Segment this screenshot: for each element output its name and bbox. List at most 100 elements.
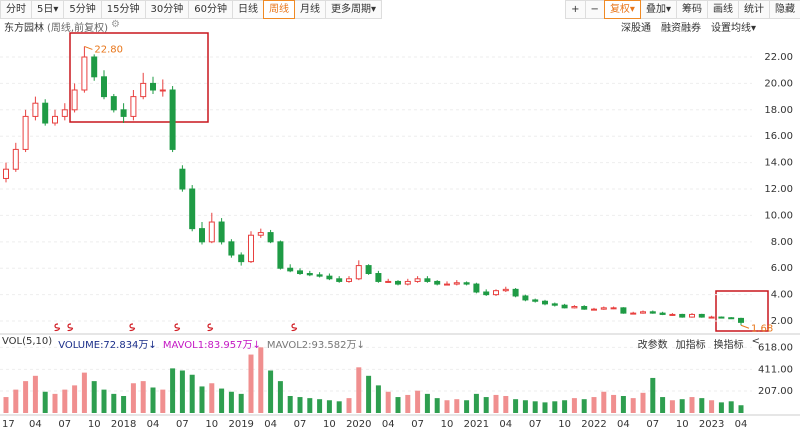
candle-body <box>287 267 294 272</box>
period-tab[interactable]: 5分钟 <box>63 0 102 19</box>
volume-bar <box>52 393 58 413</box>
settings-icon[interactable]: ⚙ <box>110 19 120 30</box>
volume-bar <box>228 391 234 413</box>
stock-name: 东方园林 <box>4 23 44 34</box>
stock-links: 深股通 融资融券 设置均线▾ <box>611 19 756 34</box>
volume-bar <box>199 386 205 413</box>
y-tick-label: 411.00 <box>758 364 793 375</box>
stock-link[interactable]: 深股通 <box>620 23 651 34</box>
stock-link[interactable]: 设置均线▾ <box>710 23 756 34</box>
candle-body <box>679 313 686 318</box>
x-tick-label: 07 <box>294 419 307 430</box>
candle-body <box>150 82 156 91</box>
x-tick-label: 2021 <box>464 419 489 430</box>
tool-button[interactable]: 画线 <box>707 0 739 19</box>
candle-body <box>385 280 392 283</box>
volume-bar <box>268 370 274 413</box>
stock-link[interactable]: 融资融券 <box>660 23 701 34</box>
candle-body <box>718 316 725 319</box>
volume-bar <box>444 400 450 413</box>
period-tab[interactable]: 更多周期▾ <box>324 0 382 19</box>
x-tick-label: 2022 <box>581 419 606 430</box>
candle-body <box>581 306 588 310</box>
x-tick-label: 10 <box>323 419 336 430</box>
y-tick-label: 6.00 <box>771 263 793 274</box>
indicator-button[interactable]: 改参数 <box>637 340 668 351</box>
x-tick-label: 04 <box>735 419 748 430</box>
volume-bar <box>307 398 313 413</box>
volume-bar <box>493 394 499 413</box>
annotation: 1.68 <box>751 323 773 334</box>
volume-bar <box>375 385 381 413</box>
candle-body <box>120 109 127 117</box>
period-tab[interactable]: 30分钟 <box>144 0 190 19</box>
candle-body <box>542 300 548 305</box>
volume-bar <box>170 368 176 413</box>
volume-bar <box>140 381 146 413</box>
volume-bar <box>699 398 705 413</box>
candle-body <box>512 288 519 297</box>
candle-body <box>502 288 509 292</box>
volume-bar <box>3 397 9 413</box>
period-tab[interactable]: 周线 <box>262 0 295 19</box>
volume-bar <box>179 370 185 413</box>
candle-body <box>453 282 460 285</box>
x-tick-label: 10 <box>558 419 571 430</box>
volume-bar <box>454 399 460 413</box>
indicator-legend: VOL(5,10) VOLUME:72.834万↓ MAVOL1:83.957万↓ M… <box>2 336 371 351</box>
x-tick-label: 07 <box>646 419 659 430</box>
volume-bar <box>121 396 127 413</box>
candle-body <box>610 307 617 310</box>
volume-bar <box>464 400 470 413</box>
y-tick-label: 2.00 <box>771 316 793 327</box>
volume-bar <box>326 400 332 413</box>
tool-button[interactable]: 筹码 <box>676 0 708 19</box>
tool-button[interactable]: − <box>584 0 605 19</box>
candle-body <box>326 275 333 280</box>
period-tab[interactable]: 60分钟 <box>188 0 233 19</box>
legend-item: MAVOL2:93.582万↓ <box>266 340 365 351</box>
volume-bar <box>189 374 195 413</box>
indicator-button[interactable]: 加指标 <box>675 340 706 351</box>
tool-button[interactable]: 统计 <box>738 0 770 19</box>
period-tab[interactable]: 分时 <box>0 0 32 19</box>
indicator-button[interactable]: < <box>751 336 760 347</box>
volume-bar <box>356 367 362 413</box>
volume-bar <box>317 399 323 413</box>
y-tick-label: 14.00 <box>764 158 793 169</box>
tool-button[interactable]: + <box>565 0 586 19</box>
candle-body <box>738 317 744 323</box>
candle-body <box>257 232 264 236</box>
x-tick-label: 10 <box>441 419 454 430</box>
candle-body <box>159 89 166 92</box>
candle-body <box>473 283 480 293</box>
legend-item: MAVOL1:83.957万↓ <box>162 340 261 351</box>
candle-body <box>199 228 205 243</box>
tool-button[interactable]: 复权▾ <box>603 0 641 19</box>
period-tab[interactable]: 日线 <box>231 0 264 19</box>
candle-body <box>110 96 117 111</box>
x-tick-label: 04 <box>617 419 630 430</box>
volume-bar <box>522 400 528 413</box>
volume-bar <box>415 390 421 413</box>
tool-button[interactable]: 隐藏 <box>769 0 800 19</box>
x-tick-label: 04 <box>29 419 42 430</box>
period-tab[interactable]: 月线 <box>293 0 326 19</box>
stock-header: 东方园林 (周线,前复权) ⚙ <box>4 19 120 34</box>
candle-body <box>189 188 196 230</box>
period-tab[interactable]: 5日▾ <box>31 0 65 19</box>
volume-bar <box>650 377 656 413</box>
tool-button[interactable]: 叠加▾ <box>639 0 677 19</box>
indicator-button[interactable]: 换指标 <box>713 340 744 351</box>
volume-bar <box>23 381 29 413</box>
volume-bar <box>238 393 244 413</box>
y-tick-label: 4.00 <box>771 290 793 301</box>
volume-bar <box>571 398 577 413</box>
volume-bar <box>473 393 479 413</box>
period-tab[interactable]: 15分钟 <box>100 0 146 19</box>
volume-bar <box>483 397 489 413</box>
highlight-box <box>69 32 209 123</box>
volume-bar <box>101 389 107 413</box>
volume-bar <box>601 391 607 413</box>
volume-bar <box>562 400 568 413</box>
